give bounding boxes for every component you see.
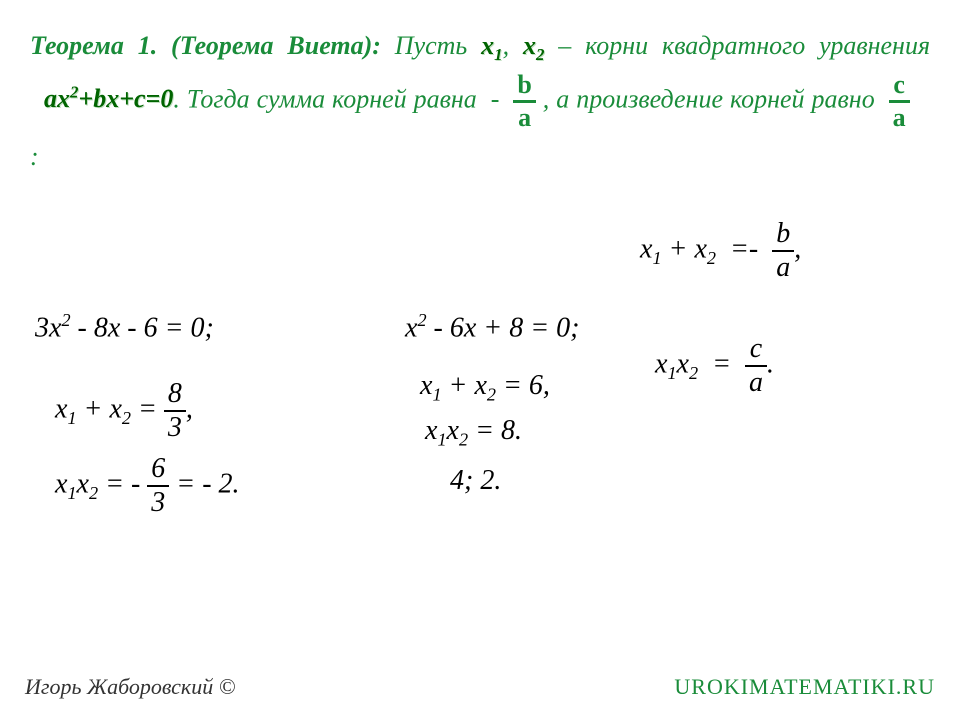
vieta-sum-formula: x1 + x2 =- b a ,: [640, 220, 801, 282]
theorem-statement: Теорема 1. (Теорема Виета): Пусть x1, x2…: [30, 20, 930, 183]
example2-roots: 4; 2.: [450, 465, 501, 497]
example2-sum: x1 + x2 = 6,: [420, 370, 550, 406]
example1-product: x1x2 = - 6 3 = - 2.: [55, 455, 240, 517]
quadratic-equation: ax2+bx+c=0: [44, 84, 173, 113]
example1-sum: x1 + x2 = 8 3 ,: [55, 380, 193, 442]
author-credit: Игорь Жаборовский ©: [25, 674, 235, 700]
vieta-product-formula: x1x2 = c a .: [655, 335, 774, 397]
frac-c-over-a: c a: [889, 72, 910, 131]
frac-b-over-a: b a: [513, 72, 535, 131]
example2-equation: x2 - 6x + 8 = 0;: [405, 310, 579, 344]
x1-root: x1: [481, 31, 502, 60]
x2-root: x2: [523, 31, 544, 60]
example2-product: x1x2 = 8.: [425, 415, 522, 451]
site-url: UROKIMATEMATIKI.RU: [674, 674, 935, 700]
theorem-title: Теорема 1. (Теорема Виета):: [30, 31, 381, 60]
example1-equation: 3x2 - 8x - 6 = 0;: [35, 310, 214, 344]
